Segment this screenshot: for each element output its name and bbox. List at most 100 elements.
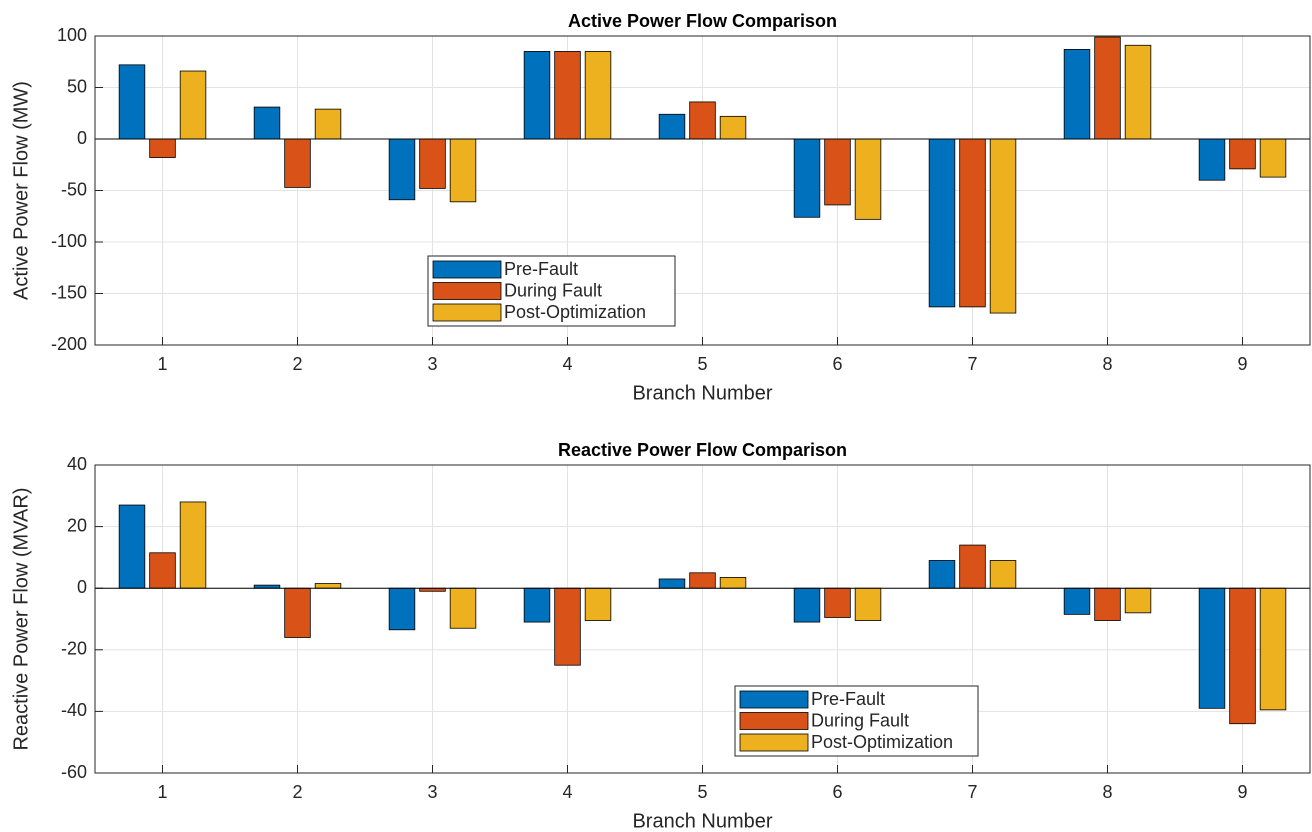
bar [854, 138, 882, 220]
bar [314, 108, 342, 140]
y-tick-label: 0 [77, 128, 87, 148]
bar [989, 138, 1017, 314]
legend-swatch [432, 303, 502, 322]
bar [658, 113, 686, 140]
bar [314, 583, 342, 589]
x-tick-label: 7 [967, 354, 977, 374]
bar [959, 544, 986, 589]
y-axis-label: Reactive Power Flow (MVAR) [10, 487, 32, 750]
x-tick-label: 1 [157, 354, 167, 374]
x-tick-label: 6 [832, 782, 842, 802]
y-tick-label: -100 [51, 231, 87, 251]
x-tick-label: 7 [967, 782, 977, 802]
y-tick-label: 0 [77, 577, 87, 597]
legend-swatch [432, 260, 502, 279]
bar [959, 138, 986, 308]
bar [523, 587, 551, 623]
bar [419, 138, 446, 189]
bar [1198, 138, 1226, 181]
x-tick-label: 8 [1102, 354, 1112, 374]
bar [1229, 587, 1256, 725]
chart: -60 -40 -20 0 20 40 1 2 3 4 5 6 7 8 9 Reactive Power Fl… [10, 440, 1311, 832]
axes-box [94, 464, 1311, 774]
y-tick-label: -40 [61, 700, 87, 720]
x-tick-label: 8 [1102, 782, 1112, 802]
bar [179, 70, 207, 140]
chart-title: Active Power Flow Comparison [568, 11, 837, 31]
bar [928, 560, 956, 589]
x-tick-label: 4 [562, 782, 572, 802]
y-tick-label: -150 [51, 282, 87, 302]
legend-label: Post-Optimization [811, 732, 953, 752]
legend-label: During Fault [504, 280, 602, 300]
bar [388, 138, 416, 201]
legend-swatch [739, 712, 809, 730]
x-tick-label: 3 [427, 354, 437, 374]
bar [584, 51, 612, 140]
y-tick-label: -60 [61, 762, 87, 782]
bar [388, 587, 416, 631]
bar [1063, 587, 1091, 615]
bar [284, 138, 311, 188]
x-tick-label: 5 [697, 782, 707, 802]
bar [1063, 48, 1091, 140]
x-tick-label: 6 [832, 354, 842, 374]
bar [584, 587, 612, 621]
bar [1124, 44, 1152, 140]
x-axis-label: Branch Number [632, 810, 772, 832]
legend-label: Pre-Fault [504, 259, 578, 279]
bar [719, 577, 747, 589]
y-tick-label: -20 [61, 639, 87, 659]
y-tick-label: -50 [61, 179, 87, 199]
bar [1259, 138, 1287, 178]
bar [253, 106, 281, 140]
x-tick-label: 1 [157, 782, 167, 802]
x-tick-label: 9 [1237, 354, 1247, 374]
bar [1094, 587, 1121, 621]
x-tick-label: 5 [697, 354, 707, 374]
bar [149, 138, 176, 158]
x-axis-label: Branch Number [632, 382, 772, 404]
bar [1124, 587, 1152, 614]
bar [118, 504, 146, 589]
axes-box [94, 35, 1311, 346]
y-tick-label: 40 [67, 454, 87, 474]
bar [1198, 587, 1226, 709]
x-tick-label: 4 [562, 354, 572, 374]
bar [1229, 138, 1256, 170]
bar [1259, 587, 1287, 711]
legend-label: Pre-Fault [811, 689, 885, 709]
bar [689, 572, 716, 589]
x-tick-label: 2 [292, 354, 302, 374]
chart-title: Reactive Power Flow Comparison [558, 440, 847, 460]
bar [284, 587, 311, 638]
bar [793, 138, 821, 218]
bar [793, 587, 821, 623]
bar [854, 587, 882, 621]
bar [449, 587, 477, 629]
bar [554, 51, 581, 140]
bar [1094, 36, 1121, 140]
bar [449, 138, 477, 203]
legend-swatch [739, 690, 809, 709]
bar [824, 138, 851, 206]
bar [824, 587, 851, 618]
y-tick-label: -200 [51, 334, 87, 354]
bar [179, 501, 207, 589]
legend-swatch [739, 733, 809, 752]
bar [928, 138, 956, 308]
y-tick-label: 20 [67, 515, 87, 535]
bar [719, 115, 747, 140]
x-tick-label: 3 [427, 782, 437, 802]
bar [689, 101, 716, 140]
legend-swatch [432, 282, 502, 300]
y-tick-label: 100 [57, 25, 87, 45]
bar [554, 587, 581, 666]
legend-label: Post-Optimization [504, 302, 646, 322]
bar [523, 51, 551, 140]
bar [658, 578, 686, 589]
x-tick-label: 9 [1237, 782, 1247, 802]
y-tick-label: 50 [67, 76, 87, 96]
